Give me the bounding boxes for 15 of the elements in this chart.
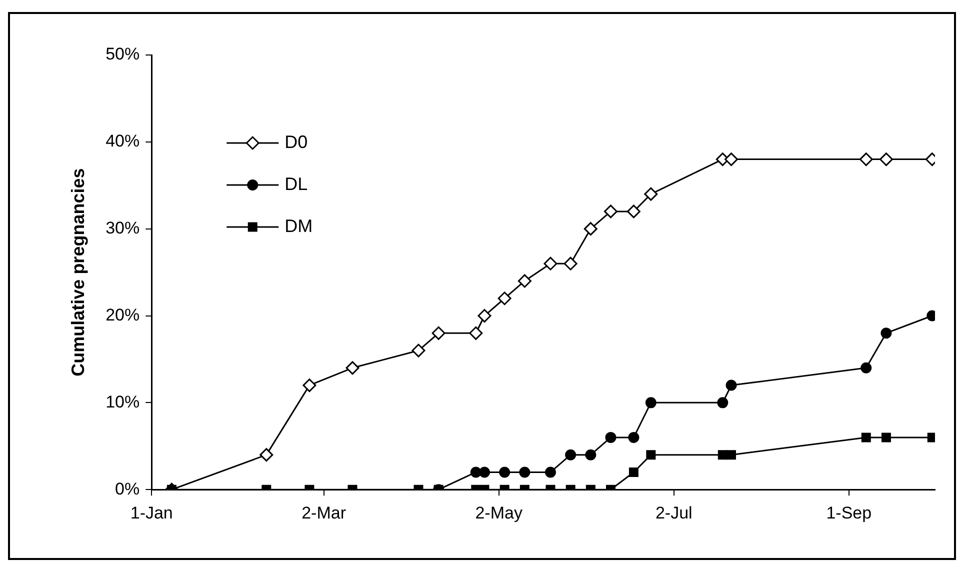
y-tick-label: 30%	[106, 218, 140, 238]
legend-label: DL	[284, 174, 308, 194]
y-tick-label: 20%	[106, 305, 140, 324]
y-tick-label: 10%	[106, 392, 140, 412]
x-tick-label: 1-Jan	[130, 503, 173, 522]
legend-label: DM	[284, 216, 313, 236]
legend-label: D0	[284, 132, 308, 152]
y-tick-label: 50%	[106, 44, 140, 64]
y-axis-title: Cumulative pregnancies	[68, 168, 88, 376]
x-tick-label: 2-Jul	[655, 503, 692, 522]
x-tick-label: 1-Sep	[826, 503, 872, 522]
x-tick-label: 2-May	[475, 503, 523, 522]
y-tick-label: 40%	[106, 132, 140, 151]
y-tick-label: 0%	[115, 479, 140, 498]
x-tick-label: 2-Mar	[302, 503, 346, 522]
